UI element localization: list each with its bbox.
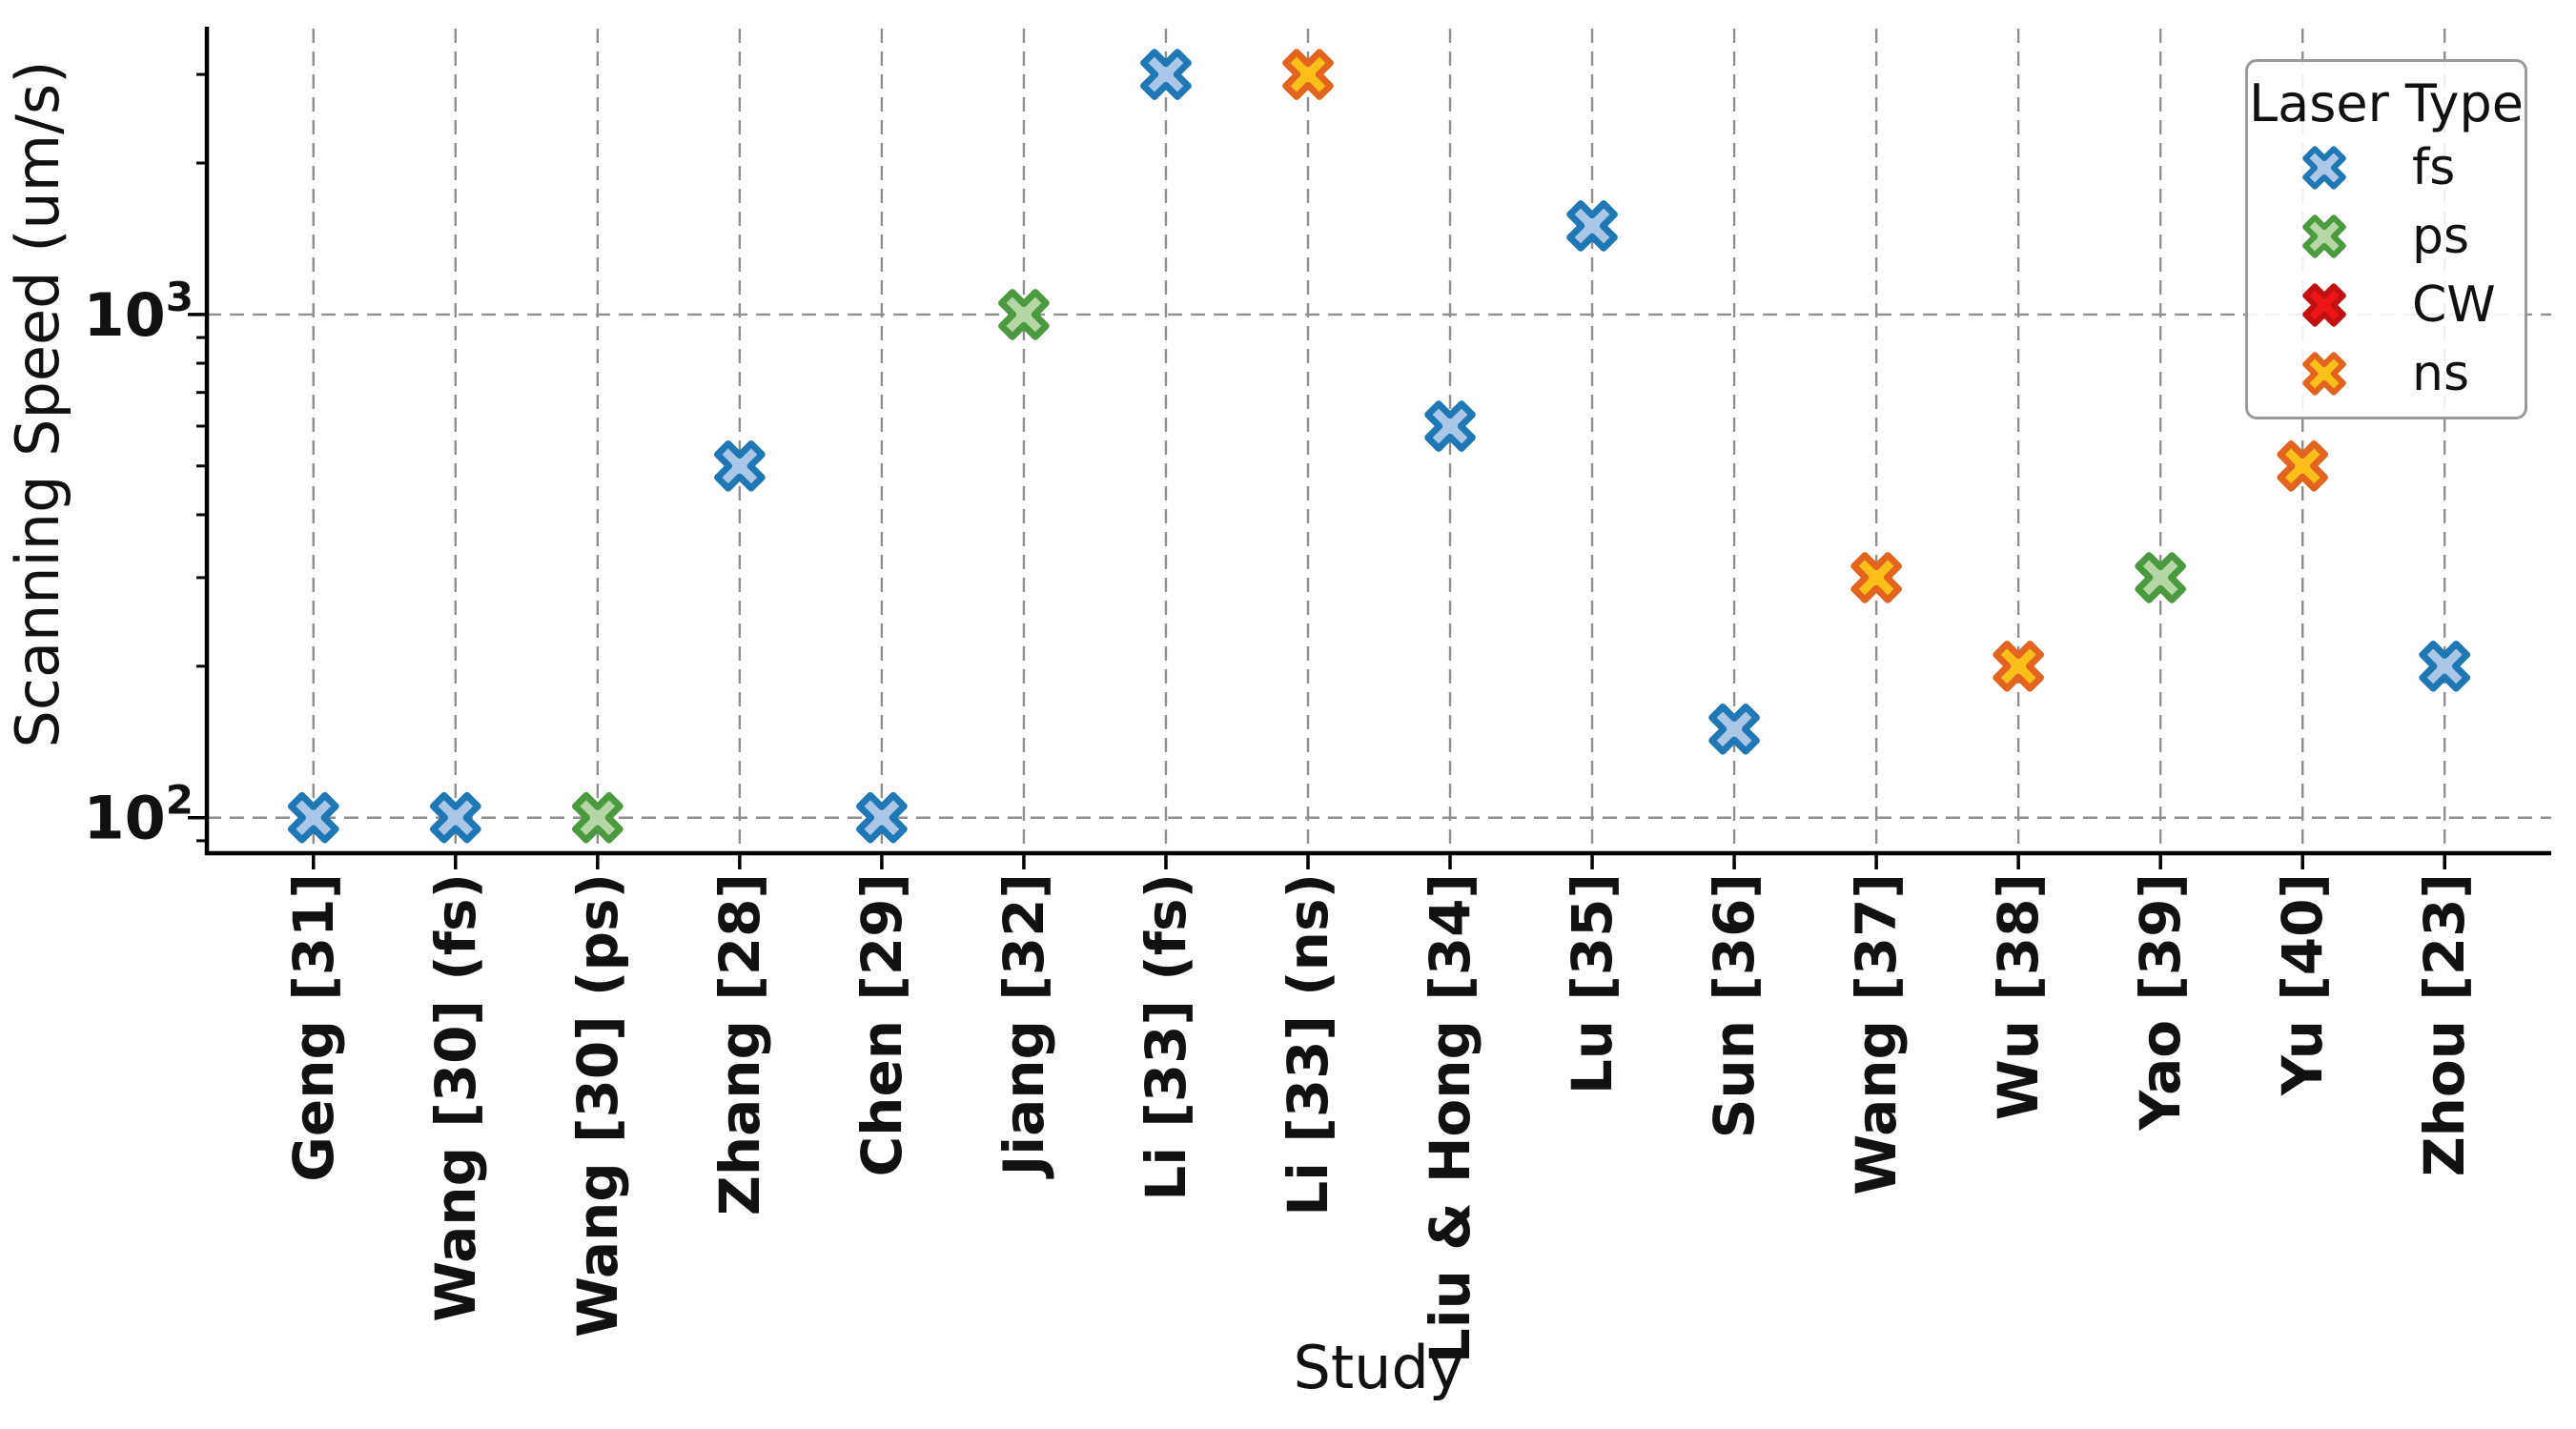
legend-title: Laser Type: [2249, 73, 2524, 133]
y-tick-label: 103: [83, 274, 194, 350]
x-tick-labels: Geng [31] Wang [30] (fs) Wang [30] (ps) Zha…: [281, 873, 2477, 1363]
data-point-ns: [1850, 552, 1902, 603]
x-tick-label: Wang [37]: [1844, 873, 1909, 1195]
ps-marker-icon: [2302, 214, 2346, 258]
x-tick-label: Zhou [23]: [2412, 873, 2477, 1176]
x-tick-label: Li [33] (fs): [1134, 873, 1198, 1201]
x-tick-label: Yu [40]: [2270, 873, 2335, 1096]
data-point-fs: [1708, 703, 1760, 755]
y-axis-title: Scanning Speed (um/s): [3, 60, 72, 748]
y-tick-label: 102: [83, 777, 194, 853]
data-point-fs: [1424, 400, 1476, 452]
x-tick-label: Yao [39]: [2128, 873, 2193, 1132]
CW-marker-icon: [2302, 283, 2346, 327]
data-point-fs: [2419, 641, 2471, 692]
data-points: [287, 49, 2471, 844]
data-point-ns: [1282, 49, 1334, 100]
legend-item-label: CW: [2412, 276, 2496, 334]
legend-item-fs: fs: [2248, 133, 2525, 202]
data-point-ps: [571, 791, 624, 844]
x-tick-label: Wang [30] (ps): [565, 873, 630, 1337]
legend-marker-icon: [2302, 146, 2346, 190]
legend-item-ps: ps: [2248, 202, 2525, 271]
x-tick-label: Sun [36]: [1702, 873, 1767, 1138]
data-point-ns: [1993, 641, 2044, 692]
fs-marker-icon: [2302, 146, 2346, 190]
legend-item-label: ps: [2412, 208, 2470, 265]
x-tick-label: Lu [35]: [1560, 873, 1625, 1094]
ns-marker-icon: [2302, 352, 2346, 396]
y-tick-labels: 102 103: [83, 274, 194, 853]
x-axis-title: Study: [1293, 1333, 1464, 1402]
legend-entries: fs ps CW ns: [2248, 133, 2525, 408]
legend-marker-icon: [2302, 214, 2346, 258]
x-tick-label: Geng [31]: [281, 873, 346, 1182]
legend-item-CW: CW: [2248, 271, 2525, 339]
x-tick-label: Chen [29]: [849, 873, 914, 1176]
data-point-fs: [714, 439, 766, 492]
data-point-fs: [856, 791, 908, 844]
data-point-fs: [1140, 49, 1192, 100]
x-tick-label: Wu [38]: [1986, 873, 2051, 1120]
legend-box: Laser Type fs ps CW ns: [2245, 59, 2527, 419]
data-point-ns: [2277, 439, 2329, 492]
x-tick-label: Liu & Hong [34]: [1418, 873, 1482, 1363]
horizontal-gridlines: [207, 313, 2551, 819]
x-tick-label: Zhang [28]: [707, 873, 772, 1215]
legend-item-label: fs: [2412, 139, 2456, 196]
x-tick-label: Jiang [32]: [992, 873, 1056, 1179]
data-point-fs: [1566, 200, 1618, 252]
axis-spines: [204, 27, 2551, 856]
vertical-gridlines: [312, 29, 2446, 853]
data-point-fs: [287, 791, 339, 844]
legend-marker-icon: [2302, 352, 2346, 396]
x-tick-label: Wang [30] (fs): [423, 873, 488, 1322]
data-point-ps: [998, 289, 1050, 340]
legend-item-label: ns: [2412, 345, 2470, 402]
legend-marker-icon: [2302, 283, 2346, 327]
x-tick-label: Li [33] (ns): [1276, 873, 1340, 1216]
axis-ticks: [188, 72, 2446, 869]
data-point-ps: [2135, 552, 2187, 603]
data-point-fs: [429, 791, 481, 844]
legend-item-ns: ns: [2248, 339, 2525, 408]
